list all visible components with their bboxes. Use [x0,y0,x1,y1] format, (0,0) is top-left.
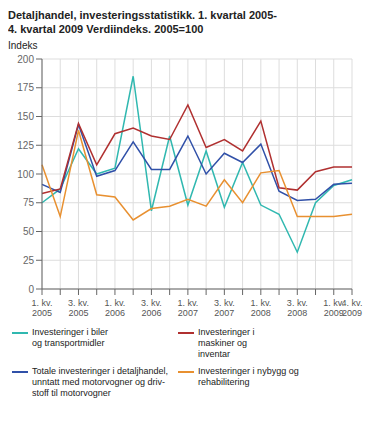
svg-text:175: 175 [17,82,34,93]
svg-text:3. kv.2008: 3. kv.2008 [287,298,308,318]
svg-text:125: 125 [17,140,34,151]
html-text:Investeringer i biler og trans: Investeringer i biler og transportmidler [32,327,108,348]
svg-text:0: 0 [28,284,34,295]
html-text:1. kv.: 1. kv. [323,298,345,308]
html-text:Totale investeringer i detaljh: Totale investeringer i detaljhandel, unn… [32,366,169,398]
svg-text:4. kv.2009: 4. kv.2009 [342,298,363,318]
svg-text:50: 50 [23,226,35,237]
svg-text:1. kv.2007: 1. kv.2007 [177,298,198,318]
svg-text:3. kv.2007: 3. kv.2007 [214,298,235,318]
svg-text:100: 100 [17,169,34,180]
svg-text:1. kv.2008: 1. kv.2008 [250,298,271,318]
html-text:Investeringer i maskiner og in: Investeringer i maskiner og inventar [198,327,255,359]
svg-text:150: 150 [17,111,34,122]
html-text:Indeks: Indeks [8,40,38,51]
svg-text:200: 200 [17,54,34,65]
svg-text:75: 75 [23,197,35,208]
html-text:Investeringer i nybygg og reha: Investeringer i nybygg og rehabilitering [198,366,299,387]
html-text:Detaljhandel, investeringsstat: Detaljhandel, investeringsstatistikk. 1.… [8,9,277,35]
svg-text:3. kv.2005: 3. kv.2005 [68,298,89,318]
html-text:2009: 2009 [323,308,344,318]
svg-text:3. kv.2006: 3. kv.2006 [141,298,162,318]
svg-text:25: 25 [23,255,35,266]
svg-text:1. kv.2006: 1. kv.2006 [105,298,126,318]
svg-text:1. kv.2005: 1. kv.2005 [32,298,53,318]
